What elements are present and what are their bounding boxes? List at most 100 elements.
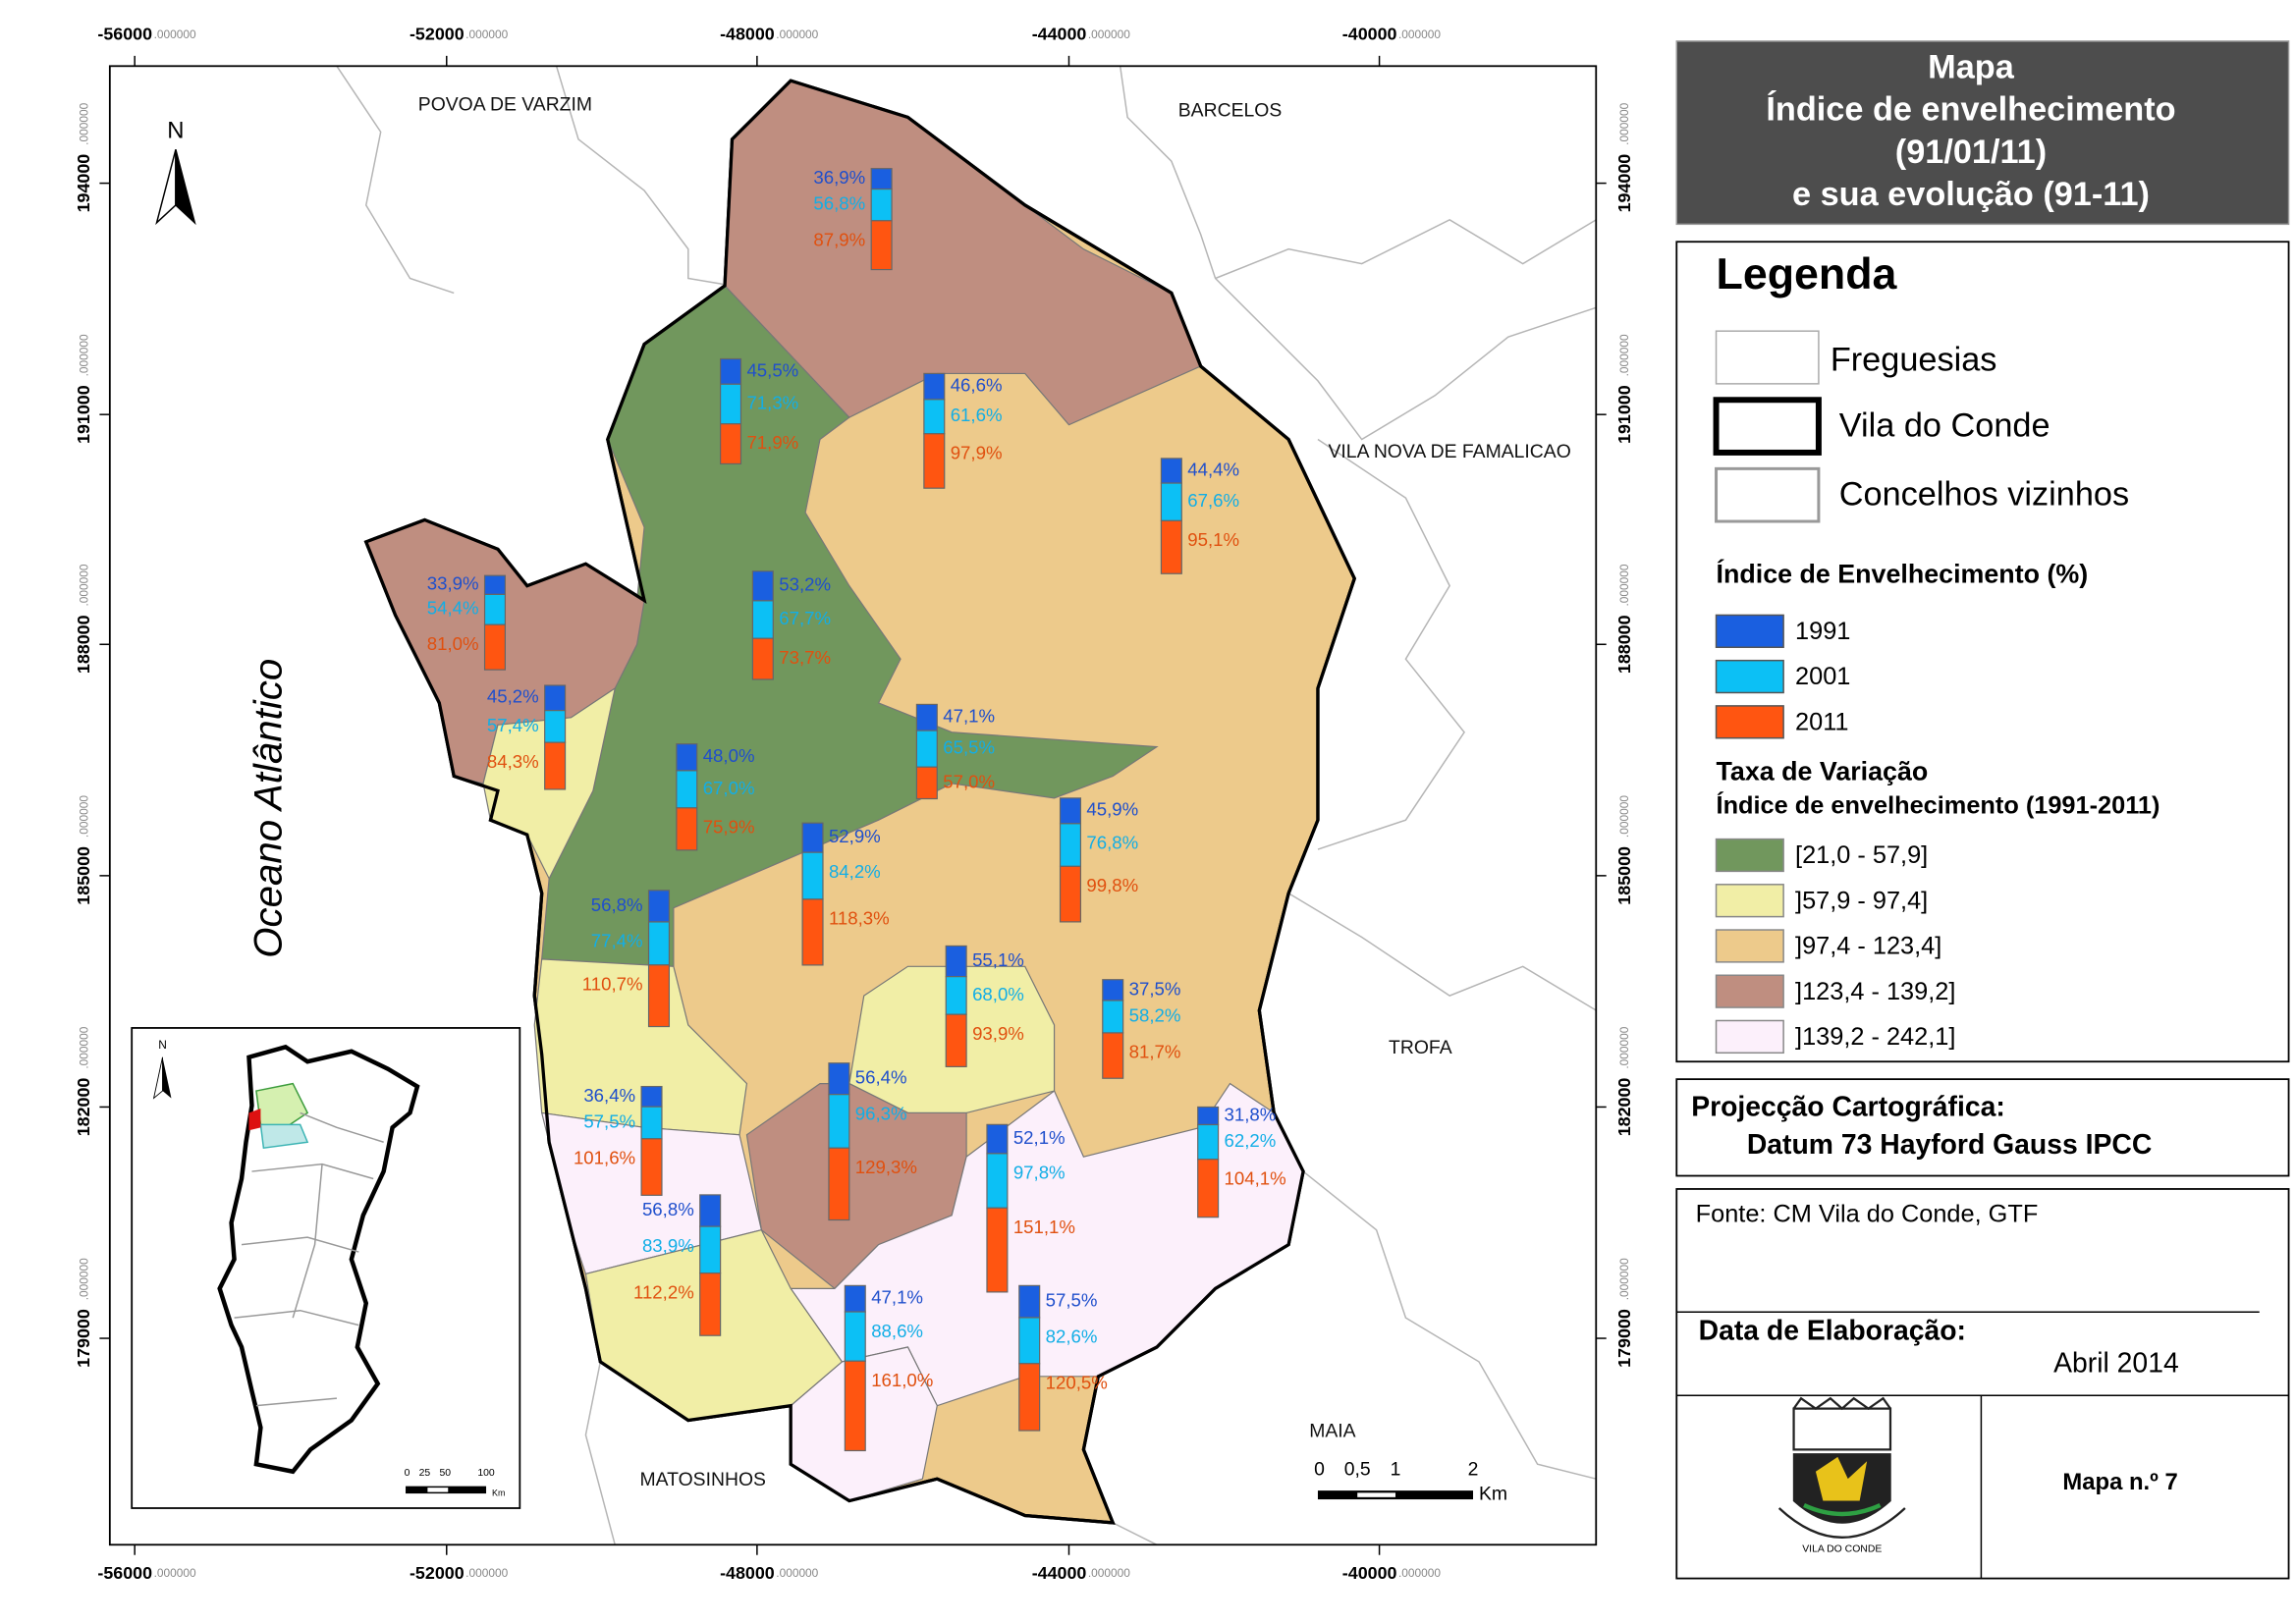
bar	[676, 807, 698, 851]
tick-decimals: .000000	[1617, 334, 1631, 376]
tick-decimals: .000000	[776, 1566, 818, 1580]
tick-decimals: .000000	[1088, 27, 1130, 41]
bar	[1197, 1159, 1220, 1218]
bar	[1059, 823, 1082, 867]
bar	[828, 1147, 850, 1221]
tick-decimals: .000000	[78, 334, 91, 376]
bar-label: 129,3%	[855, 1157, 917, 1177]
bar	[1018, 1284, 1041, 1319]
projection-title: Projecção Cartográfica:	[1691, 1091, 2005, 1122]
legend-swatch	[1715, 659, 1784, 694]
scale-label: 2	[1468, 1458, 1479, 1480]
bar	[870, 220, 893, 271]
tick-decimals: .000000	[1398, 27, 1441, 41]
source: Fonte: CM Vila do Conde, GTF	[1696, 1200, 2039, 1227]
bar	[915, 703, 938, 731]
inset-scale-label: 25	[419, 1468, 431, 1479]
bar	[1160, 458, 1182, 484]
bar-label: 53,2%	[779, 574, 831, 595]
tick-decimals: .000000	[1398, 1566, 1441, 1580]
bar-label: 67,0%	[703, 778, 755, 798]
arrow-right	[175, 149, 196, 226]
bar-label: 73,7%	[779, 647, 831, 668]
y-tick-label: 188000	[1614, 615, 1634, 674]
y-tick-label: 188000	[74, 615, 93, 674]
tick-decimals: .000000	[465, 27, 508, 41]
bar	[923, 399, 946, 435]
bar	[986, 1207, 1009, 1293]
neighbour-boundaries	[336, 65, 1597, 1545]
bar-label: 58,2%	[1129, 1004, 1181, 1025]
place-name: TROFA	[1389, 1037, 1452, 1058]
bar-label: 52,1%	[1013, 1127, 1066, 1148]
bar	[1018, 1317, 1041, 1365]
bar	[699, 1272, 722, 1336]
bar-label: 161,0%	[871, 1370, 933, 1390]
boundary	[584, 1361, 616, 1545]
legend-heading: Taxa de Variação	[1717, 757, 1929, 786]
place-name: MAIA	[1309, 1421, 1355, 1442]
inset-map: N 0 25 50 100 Km	[131, 1027, 521, 1509]
district-highlight	[259, 1123, 309, 1150]
bar	[923, 372, 946, 401]
place-name: BARCELOS	[1178, 100, 1283, 122]
bar	[1102, 1032, 1124, 1079]
bar	[844, 1284, 866, 1313]
tick-decimals: .000000	[1617, 102, 1631, 144]
bar-label: 97,9%	[951, 443, 1003, 463]
bar	[844, 1360, 866, 1452]
bar-label: 81,7%	[1129, 1042, 1181, 1062]
bar	[1102, 1000, 1124, 1034]
bar-label: 52,9%	[829, 826, 881, 846]
inset-scale-label: 100	[477, 1468, 495, 1479]
bar	[483, 574, 507, 595]
bar-label: 44,4%	[1187, 459, 1239, 479]
bar	[647, 890, 671, 923]
bar-label: 31,8%	[1225, 1104, 1277, 1124]
title-line: e sua evolução (91-11)	[1792, 176, 2150, 213]
legend-label: ]57,9 - 97,4]	[1795, 887, 1928, 914]
bar-label: 45,9%	[1086, 799, 1138, 820]
year-legend: 1991 2001 2011	[1715, 614, 1850, 739]
bar-label: 56,8%	[642, 1199, 694, 1219]
bar	[945, 976, 967, 1015]
legend-swatch	[1715, 1019, 1784, 1055]
bar	[828, 1094, 850, 1149]
bar-label: 71,3%	[746, 392, 798, 412]
x-tick-label: -56000	[97, 1563, 152, 1583]
logo-ribbon	[1777, 1507, 1906, 1539]
scale-segment	[1357, 1492, 1395, 1497]
bar-label: 112,2%	[633, 1281, 694, 1302]
bar	[720, 357, 742, 385]
x-tick-label: -52000	[410, 1563, 465, 1583]
bar-label: 54,4%	[427, 598, 479, 619]
bar	[483, 623, 507, 671]
parish-bars: 36,9% 56,8% 87,9% 45,5% 71,3% 71,9% 46,6% 61,6%…	[427, 167, 1286, 1452]
scale-label: 0	[1314, 1458, 1325, 1480]
bar	[483, 593, 507, 625]
tick-decimals: .000000	[465, 1566, 508, 1580]
bar	[544, 684, 567, 712]
bar	[844, 1311, 866, 1362]
bar	[915, 730, 938, 768]
tick-decimals: .000000	[78, 564, 91, 606]
bar-label: 45,2%	[487, 686, 539, 707]
bar	[544, 710, 567, 743]
y-tick-label: 191000	[1614, 385, 1634, 444]
x-tick-label: -44000	[1032, 25, 1087, 44]
x-tick-label: -48000	[720, 25, 775, 44]
bar	[1018, 1363, 1041, 1432]
legend-swatch	[1715, 614, 1784, 648]
grid-ticks: -56000.000000-56000.000000-52000.000000-…	[74, 25, 1634, 1583]
bar-label: 45,5%	[746, 359, 798, 380]
x-tick-label: -52000	[410, 25, 465, 44]
bar	[1102, 979, 1124, 1001]
bar	[945, 1013, 967, 1067]
tick-decimals: .000000	[78, 795, 91, 838]
info-box	[1675, 1188, 2290, 1580]
bar-label: 82,6%	[1046, 1326, 1098, 1347]
municipality-outline	[363, 79, 1357, 1525]
tick-decimals: .000000	[1088, 1566, 1130, 1580]
x-tick-label: -44000	[1032, 1563, 1087, 1583]
